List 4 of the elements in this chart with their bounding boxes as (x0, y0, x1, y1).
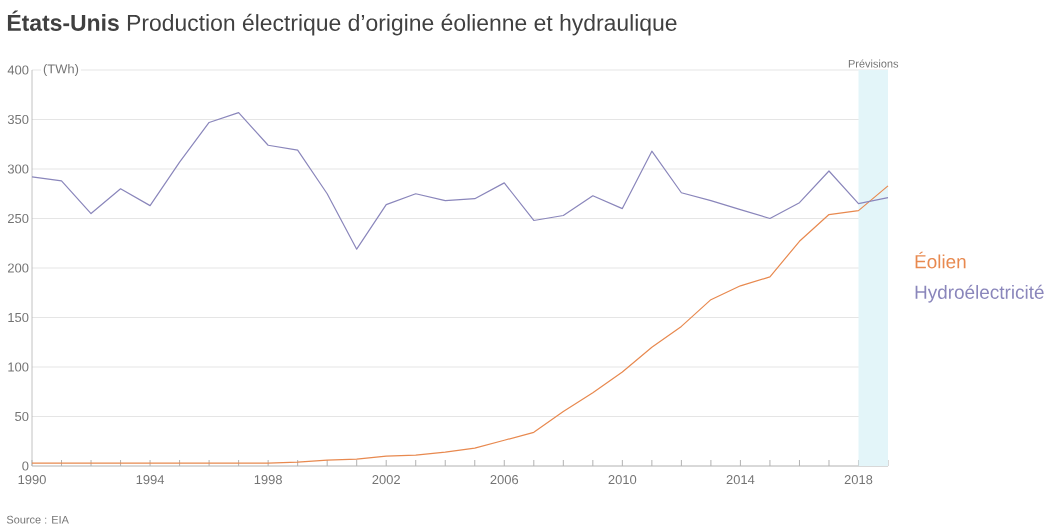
text: Éolien (915, 251, 966, 269)
chart-title: États-Unis Production électrique d’origine éolienne et hydraulique (7, 10, 677, 36)
line-series (31, 111, 889, 250)
text: Hydroélectricité (915, 284, 1044, 303)
